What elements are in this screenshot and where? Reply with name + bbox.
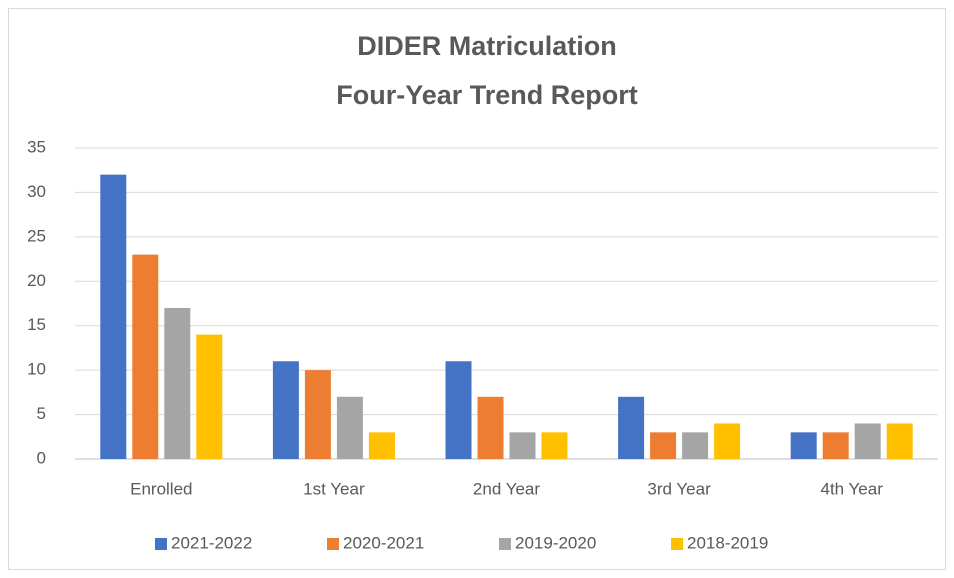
bar xyxy=(714,423,741,459)
y-tick-label: 15 xyxy=(27,315,46,334)
y-tick-label: 30 xyxy=(27,182,46,201)
bar xyxy=(682,432,709,459)
bar xyxy=(477,396,504,459)
y-tick-label: 5 xyxy=(37,404,46,423)
bar xyxy=(618,396,645,459)
legend-swatch xyxy=(327,538,339,550)
y-tick-label: 35 xyxy=(27,137,46,156)
bar xyxy=(164,307,191,459)
bar xyxy=(100,174,127,459)
bar xyxy=(854,423,881,459)
bar xyxy=(336,396,363,459)
legend-label: 2021-2022 xyxy=(171,533,252,552)
chart-title: Four-Year Trend Report xyxy=(336,80,638,110)
legend-swatch xyxy=(671,538,683,550)
bar xyxy=(541,432,568,459)
bar xyxy=(132,254,159,459)
y-tick-label: 25 xyxy=(27,226,46,245)
bar xyxy=(822,432,849,459)
bar xyxy=(272,361,299,459)
y-tick-label: 0 xyxy=(37,448,46,467)
x-tick-label: 1st Year xyxy=(303,479,365,498)
legend-swatch xyxy=(499,538,511,550)
bar xyxy=(790,432,817,459)
legend-label: 2019-2020 xyxy=(515,533,596,552)
x-tick-label: 2nd Year xyxy=(473,479,540,498)
bar xyxy=(509,432,536,459)
bar xyxy=(196,334,223,459)
y-tick-label: 20 xyxy=(27,271,46,290)
bar xyxy=(304,370,331,459)
x-tick-label: 3rd Year xyxy=(647,479,711,498)
legend-swatch xyxy=(155,538,167,550)
bar xyxy=(650,432,677,459)
legend-label: 2018-2019 xyxy=(687,533,768,552)
x-tick-label: 4th Year xyxy=(820,479,883,498)
bar xyxy=(886,423,913,459)
x-tick-label: Enrolled xyxy=(130,479,192,498)
bar xyxy=(445,361,472,459)
chart-title: DIDER Matriculation xyxy=(357,31,617,61)
legend-label: 2020-2021 xyxy=(343,533,424,552)
bar xyxy=(368,432,395,459)
chart-border xyxy=(8,8,946,570)
y-tick-label: 10 xyxy=(27,360,46,379)
